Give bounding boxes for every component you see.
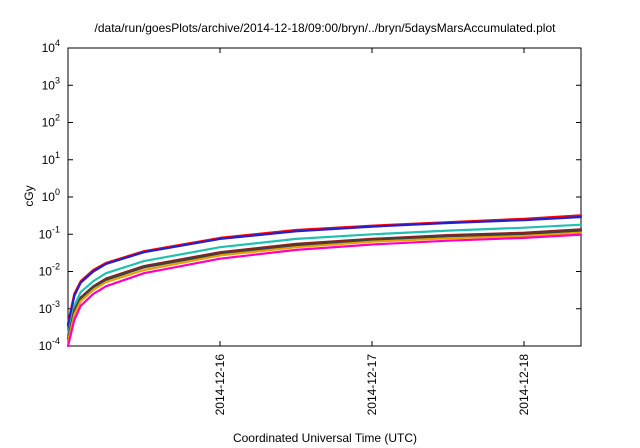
- y-tick-label: 10-3: [39, 299, 60, 316]
- x-ticks: 2014-12-16 2014-12-17 2014-12-18: [213, 48, 531, 415]
- series-line-2: [66, 215, 583, 327]
- x-tick-label: 2014-12-16: [213, 354, 227, 416]
- series-layer: [66, 214, 583, 348]
- chart-title: /data/run/goesPlots/archive/2014-12-18/0…: [95, 21, 557, 35]
- y-tick-label: 10-1: [39, 224, 60, 241]
- x-tick-label: 2014-12-18: [517, 354, 531, 416]
- y-tick-label: 103: [42, 75, 60, 92]
- plot-frame: [67, 47, 582, 347]
- y-tick-label: 100: [42, 187, 60, 204]
- series-line-5: [66, 229, 583, 341]
- y-tick-label: 10-2: [39, 262, 60, 279]
- series-line-7: [66, 233, 583, 348]
- y-tick-label: 104: [42, 38, 60, 55]
- y-tick-label: 10-4: [39, 336, 60, 353]
- y-tick-label: 101: [42, 150, 60, 167]
- x-tick-label: 2014-12-17: [365, 354, 379, 416]
- y-axis-label: cGy: [22, 185, 36, 206]
- y-tick-label: 102: [42, 113, 60, 130]
- series-line-3: [66, 223, 583, 336]
- series-line-6: [66, 231, 583, 343]
- y-ticks: 10-4 10-3 10-2 10-1 100 101 102 103 104: [39, 38, 581, 353]
- x-axis-label: Coordinated Universal Time (UTC): [233, 431, 417, 445]
